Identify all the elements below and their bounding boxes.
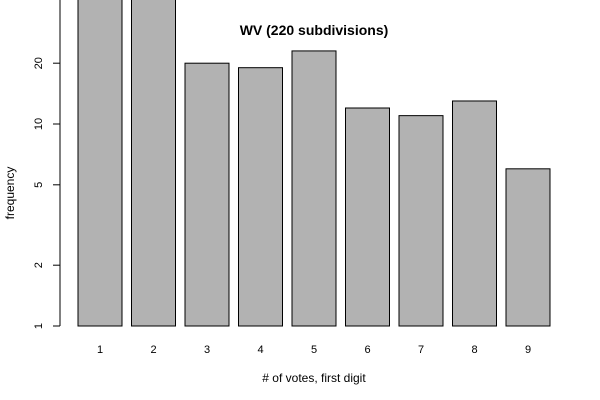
y-tick-label: 5 — [33, 182, 45, 188]
x-tick-label: 4 — [257, 344, 263, 356]
x-tick-label: 6 — [364, 344, 370, 356]
x-tick-label: 7 — [418, 344, 424, 356]
x-tick-label: 2 — [150, 344, 156, 356]
y-tick-label: 1 — [33, 323, 45, 329]
bar-digit-2 — [131, 0, 176, 327]
y-tick-label: 20 — [33, 57, 45, 69]
chart-title: WV (220 subdivisions) — [240, 22, 389, 38]
x-tick-label: 8 — [471, 344, 477, 356]
bar-digit-1 — [77, 0, 123, 327]
bar-digit-6 — [345, 107, 390, 327]
y-axis-label: frequency — [3, 167, 17, 220]
bar-digit-7 — [398, 115, 444, 327]
bar-digit-5 — [291, 50, 337, 327]
x-tick-labels: 1 2 3 4 5 6 7 8 9 — [97, 344, 531, 356]
x-axis-label: # of votes, first digit — [262, 371, 366, 385]
x-tick-label: 5 — [311, 344, 317, 356]
x-tick-label: 3 — [204, 344, 210, 356]
bar-digit-8 — [452, 100, 497, 327]
x-tick-label: 1 — [97, 344, 103, 356]
y-tick-label: 2 — [33, 262, 45, 268]
y-axis: 125102050 — [33, 0, 61, 329]
bars-group — [77, 0, 551, 327]
bar-digit-3 — [184, 62, 230, 327]
bar-digit-4 — [238, 67, 283, 327]
y-tick-label: 10 — [33, 118, 45, 130]
bar-digit-9 — [505, 168, 551, 327]
x-tick-label: 9 — [525, 344, 531, 356]
